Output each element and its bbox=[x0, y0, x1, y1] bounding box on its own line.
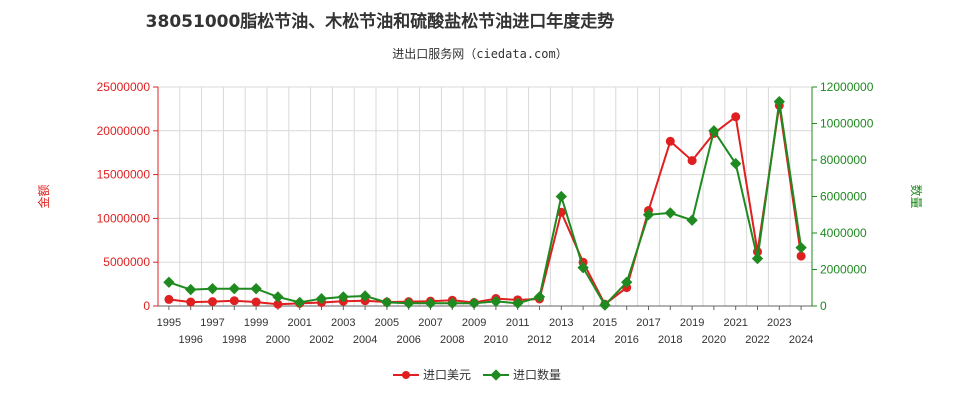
x-tick-label: 2008 bbox=[440, 334, 464, 346]
left-tick-label: 10000000 bbox=[97, 211, 151, 225]
x-tick-label: 2012 bbox=[527, 334, 551, 346]
grid-layer bbox=[157, 86, 813, 307]
right-tick-label: 4000000 bbox=[820, 226, 867, 240]
right-tick-label: 8000000 bbox=[820, 153, 867, 167]
data-point-quantity[interactable] bbox=[294, 296, 306, 309]
data-point-quantity[interactable] bbox=[163, 276, 175, 288]
legend-amount-label: 进口美元 bbox=[423, 368, 471, 382]
data-point-amount[interactable] bbox=[251, 297, 261, 307]
x-tick-label: 2024 bbox=[789, 334, 813, 346]
x-tick-label: 2009 bbox=[462, 317, 486, 329]
right-tick-label: 6000000 bbox=[820, 190, 867, 204]
x-tick-label: 1995 bbox=[157, 317, 181, 329]
x-tick-label: 2007 bbox=[418, 317, 442, 329]
data-point-quantity[interactable] bbox=[446, 297, 458, 309]
x-tick-label: 2014 bbox=[571, 334, 595, 346]
data-point-quantity[interactable] bbox=[533, 291, 546, 303]
data-point-amount[interactable] bbox=[796, 251, 806, 261]
x-tick-label: 2016 bbox=[614, 334, 638, 346]
left-tick-label: 0 bbox=[143, 299, 150, 313]
x-tick-label: 2018 bbox=[658, 334, 682, 346]
left-axis-title: 金额 bbox=[36, 184, 51, 208]
x-axis: 1995 1996 1997 1998 1999 2000 2001 2002 2003 2004… bbox=[157, 305, 813, 346]
x-tick-label: 2001 bbox=[287, 317, 311, 329]
x-tick-label: 2002 bbox=[309, 334, 333, 346]
x-tick-label: 2005 bbox=[375, 317, 399, 329]
data-point-amount[interactable] bbox=[273, 299, 283, 309]
x-tick-label: 2023 bbox=[767, 317, 791, 329]
x-tick-label: 2019 bbox=[680, 317, 704, 329]
chart-title: 38051000脂松节油、木松节油和硫酸盐松节油进口年度走势 bbox=[146, 11, 615, 32]
x-tick-label: 2021 bbox=[723, 317, 747, 329]
right-axis-title: 数量 bbox=[909, 184, 924, 208]
legend-quantity-marker bbox=[490, 369, 502, 381]
x-tick-label: 1997 bbox=[200, 317, 224, 329]
data-point-quantity[interactable] bbox=[206, 283, 219, 295]
data-point-amount[interactable] bbox=[731, 112, 741, 122]
series-layer bbox=[163, 95, 807, 311]
x-tick-label: 2011 bbox=[506, 317, 530, 329]
right-axis: 0 2000000 4000000 6000000 8000000 10000000 120… bbox=[811, 80, 874, 313]
data-point-quantity[interactable] bbox=[686, 214, 698, 226]
data-point-quantity[interactable] bbox=[250, 283, 262, 295]
data-point-quantity[interactable] bbox=[795, 241, 807, 254]
data-point-quantity[interactable] bbox=[512, 297, 524, 309]
x-tick-label: 2015 bbox=[593, 317, 617, 329]
data-point-amount[interactable] bbox=[229, 296, 239, 306]
data-point-amount[interactable] bbox=[665, 136, 675, 146]
data-point-quantity[interactable] bbox=[642, 209, 655, 221]
legend-amount-marker bbox=[402, 371, 410, 379]
data-point-quantity[interactable] bbox=[468, 297, 480, 309]
data-point-amount[interactable] bbox=[164, 294, 174, 304]
data-point-quantity[interactable] bbox=[185, 283, 197, 296]
legend[interactable]: 进口美元 进口数量 bbox=[393, 367, 561, 382]
right-tick-label: 2000000 bbox=[820, 263, 867, 277]
x-tick-label: 2004 bbox=[353, 334, 377, 346]
right-tick-label: 0 bbox=[820, 299, 827, 313]
data-point-quantity[interactable] bbox=[424, 297, 437, 309]
data-point-quantity[interactable] bbox=[337, 291, 349, 303]
x-tick-label: 2020 bbox=[702, 334, 726, 346]
data-point-quantity[interactable] bbox=[577, 262, 589, 274]
x-tick-label: 2022 bbox=[745, 334, 769, 346]
x-tick-label: 1999 bbox=[244, 317, 268, 329]
x-tick-label: 2017 bbox=[636, 317, 660, 329]
right-tick-label: 12000000 bbox=[820, 80, 874, 94]
data-point-amount[interactable] bbox=[687, 156, 697, 166]
data-point-quantity[interactable] bbox=[228, 283, 240, 295]
x-tick-label: 2003 bbox=[331, 317, 355, 329]
x-tick-label: 1996 bbox=[178, 334, 202, 346]
data-point-quantity[interactable] bbox=[730, 157, 742, 170]
x-tick-label: 2013 bbox=[549, 317, 573, 329]
left-axis: 0 5000000 10000000 15000000 20000000 25000000 bbox=[97, 80, 159, 313]
data-point-quantity[interactable] bbox=[315, 293, 328, 305]
left-tick-label: 5000000 bbox=[103, 255, 150, 269]
chart-subtitle: 进出口服务网（ciedata.com） bbox=[392, 46, 567, 61]
left-tick-label: 20000000 bbox=[97, 124, 151, 138]
x-tick-label: 1998 bbox=[222, 334, 246, 346]
data-point-quantity[interactable] bbox=[381, 296, 393, 309]
left-tick-label: 25000000 bbox=[97, 80, 151, 94]
x-tick-label: 2006 bbox=[396, 334, 420, 346]
left-tick-label: 15000000 bbox=[97, 168, 151, 182]
data-point-quantity[interactable] bbox=[555, 190, 567, 203]
data-point-quantity[interactable] bbox=[272, 291, 284, 303]
data-point-amount[interactable] bbox=[186, 297, 196, 307]
data-point-quantity[interactable] bbox=[359, 290, 371, 302]
right-tick-label: 10000000 bbox=[820, 117, 874, 131]
data-point-quantity[interactable] bbox=[664, 207, 676, 219]
data-point-quantity[interactable] bbox=[621, 276, 633, 288]
x-tick-label: 2000 bbox=[266, 334, 290, 346]
data-point-amount[interactable] bbox=[208, 297, 217, 307]
legend-item-amount[interactable]: 进口美元 bbox=[393, 368, 471, 382]
x-tick-label: 2010 bbox=[484, 334, 508, 346]
data-point-quantity[interactable] bbox=[599, 299, 611, 311]
legend-item-quantity[interactable]: 进口数量 bbox=[483, 367, 561, 382]
legend-quantity-label: 进口数量 bbox=[513, 367, 561, 382]
data-point-quantity[interactable] bbox=[403, 297, 415, 309]
data-point-quantity[interactable] bbox=[490, 295, 502, 308]
